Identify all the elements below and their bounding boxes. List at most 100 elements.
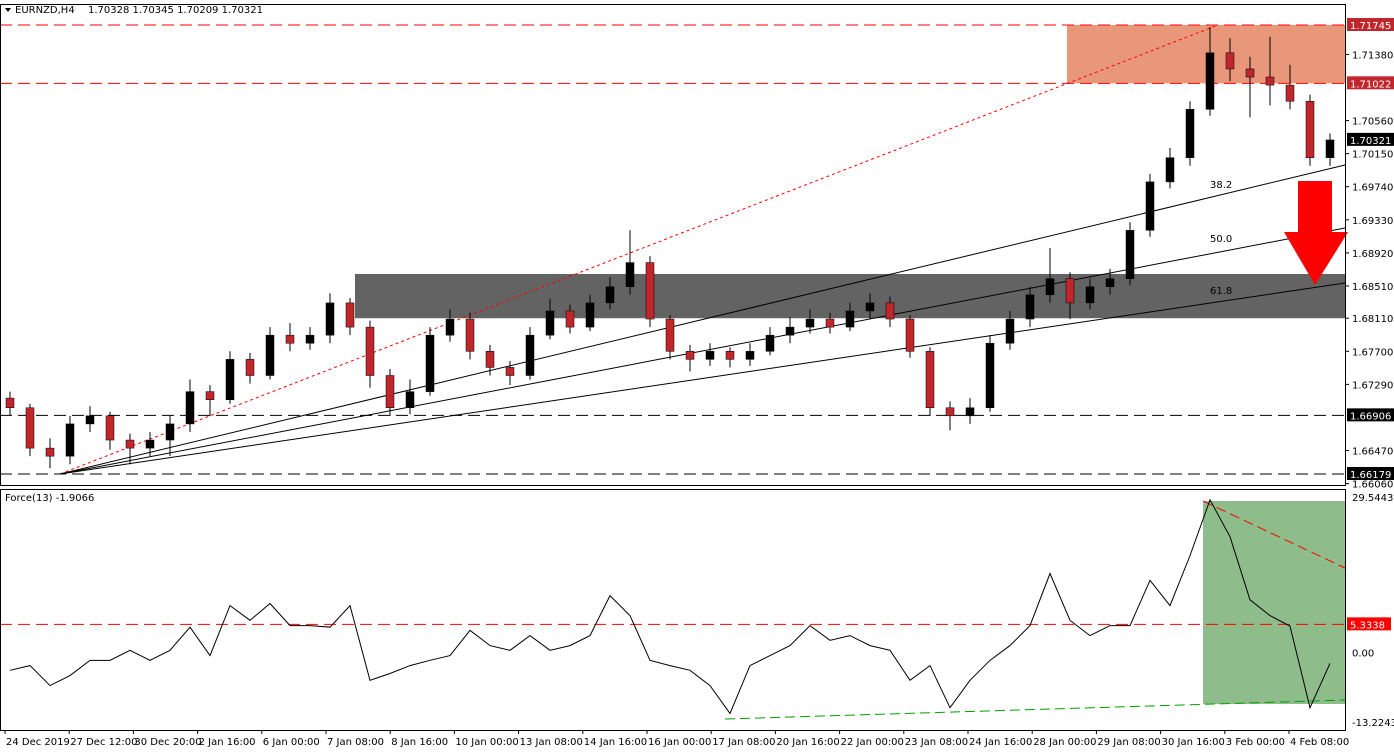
price-tick-label: 1.71380 bbox=[1352, 50, 1393, 61]
candle-body bbox=[565, 310, 575, 328]
candle-body bbox=[925, 351, 935, 409]
level-tag bbox=[1347, 18, 1394, 31]
time-tick-label: 29 Jan 08:00 bbox=[1097, 737, 1160, 748]
candle-body bbox=[5, 397, 15, 409]
time-tick-label: 22 Jan 00:00 bbox=[841, 737, 904, 748]
time-tick-label: 6 Jan 00:00 bbox=[263, 737, 320, 748]
candle-body bbox=[25, 407, 35, 449]
candle-body bbox=[125, 439, 135, 449]
indicator-title: Force(13) -1.9066 bbox=[5, 493, 94, 504]
candle-body bbox=[965, 407, 975, 417]
symbol-title: EURNZD,H4 bbox=[15, 5, 75, 16]
candle-body bbox=[225, 359, 235, 400]
candle-body bbox=[445, 318, 455, 336]
time-tick-label: 14 Jan 16:00 bbox=[584, 737, 647, 748]
price-tick-label: 1.67700 bbox=[1352, 347, 1393, 358]
candle-body bbox=[265, 334, 275, 376]
candle-body bbox=[425, 334, 435, 392]
time-tick-label: 10 Jan 00:00 bbox=[455, 737, 518, 748]
candle-body bbox=[625, 262, 635, 288]
price-tick-label: 1.69330 bbox=[1352, 216, 1393, 227]
force-level-tag bbox=[1347, 617, 1391, 631]
candle-body bbox=[185, 391, 195, 425]
candle-body bbox=[145, 439, 155, 449]
candle-body bbox=[1005, 318, 1015, 344]
candle-body bbox=[1125, 230, 1135, 279]
candle-body bbox=[945, 407, 955, 417]
price-tick-label: 1.70150 bbox=[1352, 150, 1393, 161]
candle-body bbox=[1065, 278, 1075, 304]
candle-body bbox=[845, 310, 855, 328]
fib-label: 61.8 bbox=[1210, 286, 1232, 297]
force-zone bbox=[1203, 501, 1345, 704]
candle-body bbox=[605, 286, 615, 304]
fib-label: 38.2 bbox=[1210, 180, 1232, 191]
candle-body bbox=[45, 447, 55, 457]
candle-body bbox=[165, 423, 175, 441]
force-tick-label: -13.2243 bbox=[1352, 718, 1394, 729]
force-support-line bbox=[724, 699, 1346, 720]
fib-fan-line bbox=[59, 227, 1346, 475]
candle-body bbox=[725, 351, 735, 360]
candle-body bbox=[1265, 76, 1275, 86]
candle-body bbox=[1025, 294, 1035, 320]
time-tick-label: 23 Jan 08:00 bbox=[905, 737, 968, 748]
time-tick-label: 8 Jan 16:00 bbox=[391, 737, 448, 748]
time-tick-label: 30 Dec 20:00 bbox=[134, 737, 201, 748]
candle-body bbox=[1225, 52, 1235, 70]
force-panel[interactable] bbox=[0, 498, 1346, 720]
current-price-tag bbox=[1347, 132, 1394, 146]
candle-body bbox=[285, 334, 295, 344]
triangle-down-icon[interactable] bbox=[5, 8, 11, 12]
candle-body bbox=[1165, 157, 1175, 183]
down-arrow-icon bbox=[1284, 181, 1348, 285]
candle-body bbox=[765, 334, 775, 352]
price-tick-label: 1.66060 bbox=[1352, 480, 1393, 491]
price-panel[interactable]: 38.2 50.0 61.8 bbox=[0, 24, 1348, 475]
candle-body bbox=[885, 302, 895, 320]
candle-body bbox=[905, 318, 915, 352]
level-tag bbox=[1347, 467, 1394, 480]
candle-body bbox=[465, 318, 475, 352]
time-tick-label: 3 Feb 00:00 bbox=[1226, 737, 1285, 748]
force-frame bbox=[0, 489, 1346, 731]
force-tick-label: 29.5443 bbox=[1352, 493, 1393, 504]
candle-body bbox=[525, 334, 535, 376]
fib-fan-line bbox=[59, 282, 1346, 475]
time-tick-label: 2 Jan 16:00 bbox=[199, 737, 256, 748]
force-line bbox=[9, 498, 1331, 715]
price-tick-label: 1.70560 bbox=[1352, 117, 1393, 128]
time-tick-label: 13 Jan 08:00 bbox=[520, 737, 583, 748]
price-tick-label: 1.69740 bbox=[1352, 183, 1393, 194]
candle-body bbox=[365, 326, 375, 376]
time-tick-label: 24 Dec 2019 bbox=[6, 737, 70, 748]
candle-body bbox=[685, 351, 695, 360]
candle-body bbox=[705, 351, 715, 360]
candle-body bbox=[485, 351, 495, 368]
level-label: 1.66179 bbox=[1350, 470, 1391, 481]
candle-body bbox=[505, 367, 515, 376]
candle-body bbox=[1105, 278, 1115, 288]
candle-body bbox=[805, 318, 815, 328]
candle-body bbox=[1325, 139, 1335, 158]
candle-body bbox=[1185, 109, 1195, 158]
candle-body bbox=[545, 310, 555, 336]
candle-body bbox=[385, 375, 395, 409]
candle-body bbox=[585, 302, 595, 328]
candle-body bbox=[645, 262, 655, 320]
candle-body bbox=[245, 359, 255, 376]
candle-body bbox=[1045, 278, 1055, 296]
candle-body bbox=[105, 415, 115, 441]
candle-body bbox=[85, 415, 95, 425]
time-tick-label: 24 Jan 16:00 bbox=[969, 737, 1032, 748]
force-tick-label: 0.00 bbox=[1352, 648, 1374, 659]
chart-header: EURNZD,H4 1.70328 1.70345 1.70209 1.7032… bbox=[5, 5, 263, 504]
level-label: 1.71022 bbox=[1350, 79, 1391, 90]
candle-body bbox=[205, 391, 215, 400]
price-frame bbox=[0, 4, 1346, 486]
price-tick-label: 1.67290 bbox=[1352, 380, 1393, 391]
fib-fan-line bbox=[59, 164, 1346, 475]
time-tick-label: 27 Dec 12:00 bbox=[70, 737, 137, 748]
candle-body bbox=[985, 342, 995, 409]
ohlc-readout: 1.70328 1.70345 1.70209 1.70321 bbox=[88, 5, 263, 16]
